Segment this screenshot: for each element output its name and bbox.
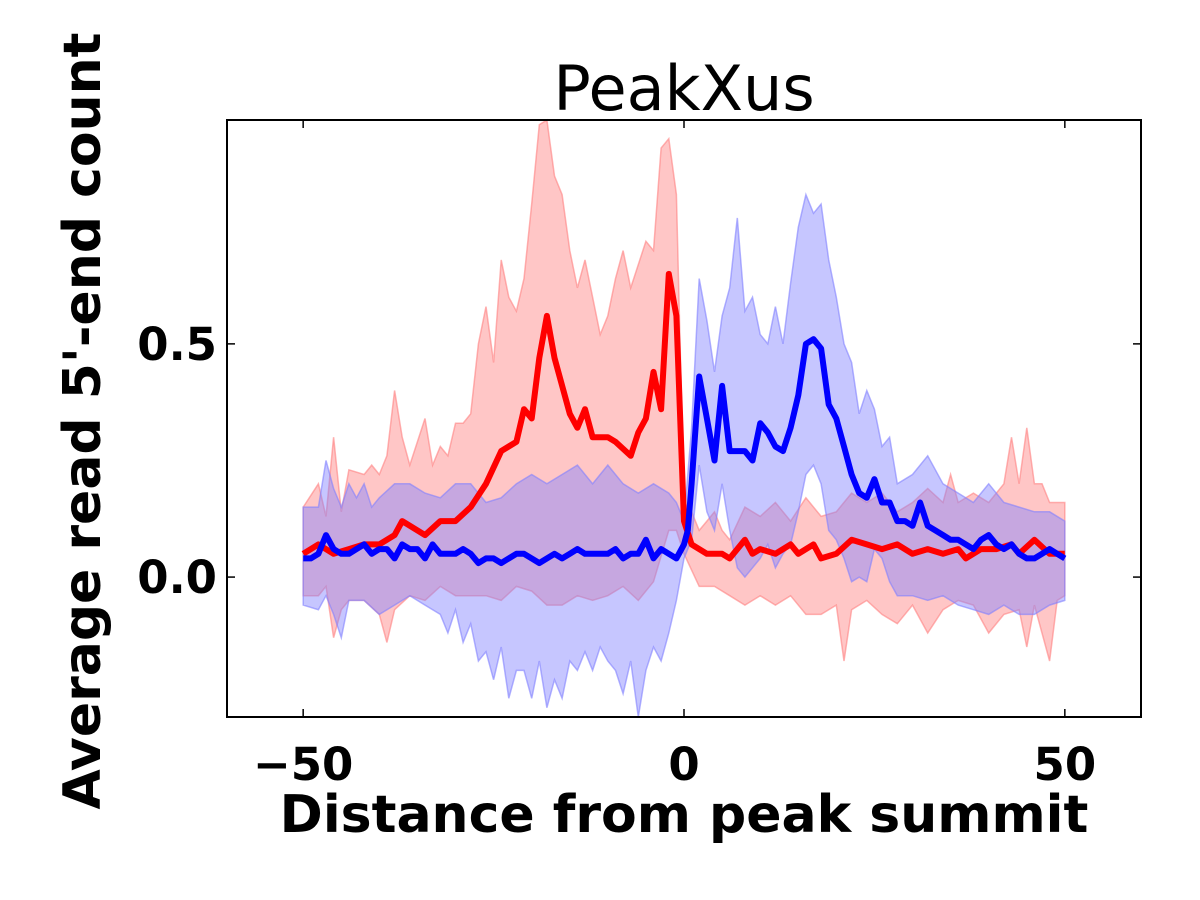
- axis-ticks: −50 0 50 0.0 0.5: [137, 120, 1141, 791]
- chart-title: PeakXus: [553, 52, 814, 125]
- y-tick-label: 0.0: [137, 551, 217, 604]
- series-2-line: [303, 336, 1067, 567]
- x-tick-label: 0: [668, 738, 699, 791]
- y-tick-label: 0.5: [137, 318, 217, 371]
- series-2-band: [302, 192, 1066, 718]
- series-1-line: [301, 270, 1065, 562]
- x-axis-label: Distance from peak summit: [280, 785, 1089, 845]
- plot-frame: [226, 119, 1142, 718]
- x-tick-label: −50: [253, 738, 353, 791]
- series-1-band: [302, 118, 1066, 662]
- plot-area: [301, 118, 1067, 718]
- x-tick-label: 50: [1034, 738, 1097, 791]
- y-axis-label: Average read 5'-end count: [53, 33, 113, 810]
